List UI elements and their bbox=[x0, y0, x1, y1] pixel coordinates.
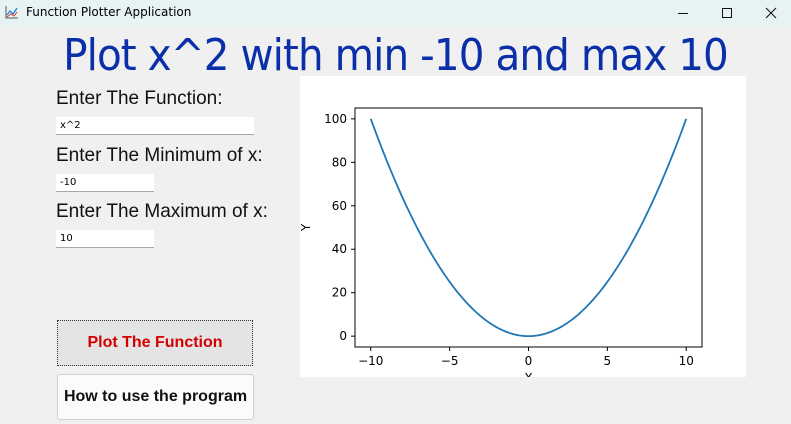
minimize-button[interactable] bbox=[660, 0, 706, 26]
x-tick-label: 10 bbox=[679, 354, 694, 368]
plot-function-button[interactable]: Plot The Function bbox=[57, 320, 253, 366]
x-tick-label: 0 bbox=[525, 354, 533, 368]
function-input[interactable] bbox=[56, 117, 254, 135]
y-axis-label: Y bbox=[300, 223, 313, 232]
window-title: Function Plotter Application bbox=[26, 5, 192, 19]
min-x-label: Enter The Minimum of x: bbox=[56, 145, 263, 166]
function-label: Enter The Function: bbox=[56, 88, 223, 109]
y-tick-label: 20 bbox=[332, 286, 347, 300]
max-x-label: Enter The Maximum of x: bbox=[56, 201, 268, 222]
x-tick-label: 5 bbox=[604, 354, 612, 368]
x-axis-label: X bbox=[524, 371, 532, 377]
min-x-input[interactable] bbox=[56, 174, 154, 192]
plot-panel: −10−50510020406080100XY bbox=[300, 76, 746, 377]
close-icon bbox=[765, 7, 777, 19]
chart-icon bbox=[5, 6, 18, 19]
y-tick-label: 0 bbox=[339, 329, 347, 343]
how-to-use-button[interactable]: How to use the program bbox=[57, 374, 254, 420]
y-tick-label: 80 bbox=[332, 155, 347, 169]
plot-frame bbox=[354, 107, 703, 348]
close-button[interactable] bbox=[748, 0, 791, 26]
x-tick-label: −10 bbox=[358, 354, 383, 368]
max-x-input[interactable] bbox=[56, 230, 154, 248]
function-plot: −10−50510020406080100XY bbox=[300, 107, 703, 377]
series-line bbox=[369, 118, 688, 338]
x-tick-label: −5 bbox=[441, 354, 459, 368]
maximize-icon bbox=[722, 8, 732, 18]
page-title: Plot x^2 with min -10 and max 10 bbox=[63, 30, 729, 81]
y-tick-label: 60 bbox=[332, 199, 347, 213]
y-tick-label: 40 bbox=[332, 242, 347, 256]
y-tick-label: 100 bbox=[324, 112, 347, 126]
maximize-button[interactable] bbox=[704, 0, 750, 26]
title-bar[interactable]: Function Plotter Application bbox=[0, 0, 791, 26]
minimize-icon bbox=[678, 13, 688, 14]
